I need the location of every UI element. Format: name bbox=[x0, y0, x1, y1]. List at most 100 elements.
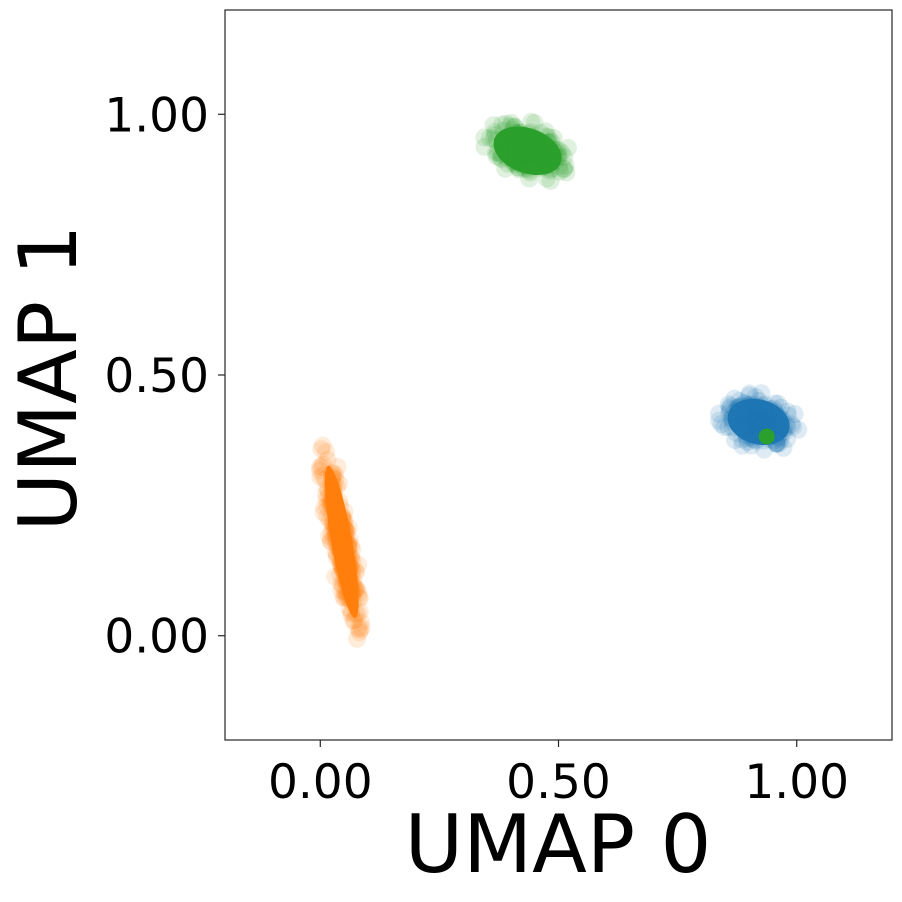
data-point bbox=[332, 529, 351, 548]
data-point bbox=[345, 579, 364, 598]
data-point bbox=[336, 521, 355, 540]
data-point bbox=[738, 429, 756, 448]
data-point bbox=[539, 148, 558, 166]
data-point bbox=[721, 397, 740, 416]
data-point bbox=[346, 605, 365, 623]
data-point bbox=[327, 548, 346, 567]
data-point bbox=[510, 160, 529, 179]
data-point bbox=[331, 555, 350, 574]
data-point bbox=[782, 415, 801, 434]
data-point bbox=[340, 599, 359, 618]
data-point bbox=[333, 538, 352, 557]
data-point bbox=[331, 525, 350, 544]
data-point bbox=[323, 514, 342, 533]
data-point bbox=[330, 539, 349, 558]
data-point bbox=[515, 138, 534, 156]
data-point bbox=[769, 408, 788, 427]
data-point bbox=[503, 131, 522, 150]
data-point bbox=[724, 404, 743, 423]
data-point bbox=[727, 424, 746, 443]
data-point bbox=[525, 137, 544, 156]
data-point bbox=[332, 581, 351, 600]
data-point bbox=[511, 147, 529, 165]
data-point bbox=[737, 426, 755, 445]
data-point bbox=[543, 139, 562, 158]
data-point bbox=[534, 133, 553, 152]
data-point bbox=[334, 588, 353, 607]
data-point bbox=[541, 160, 560, 179]
data-point bbox=[739, 414, 758, 433]
data-point bbox=[346, 579, 365, 598]
data-point bbox=[339, 518, 358, 537]
data-point bbox=[760, 400, 779, 419]
data-point bbox=[337, 571, 356, 590]
data-point bbox=[504, 137, 523, 156]
data-point bbox=[340, 531, 359, 550]
data-point bbox=[504, 126, 523, 145]
data-point bbox=[508, 136, 527, 155]
data-point bbox=[502, 113, 521, 132]
data-point bbox=[531, 152, 550, 170]
data-point bbox=[515, 133, 533, 151]
data-point bbox=[333, 537, 352, 555]
data-point bbox=[741, 422, 760, 441]
data-point bbox=[522, 132, 541, 151]
data-point bbox=[537, 148, 556, 167]
data-point bbox=[746, 414, 765, 433]
data-point bbox=[320, 527, 339, 546]
data-point bbox=[518, 147, 537, 166]
data-point bbox=[533, 153, 552, 172]
data-point bbox=[752, 415, 771, 433]
data-point bbox=[526, 141, 545, 160]
data-point bbox=[512, 145, 531, 164]
data-point bbox=[523, 135, 542, 154]
data-point bbox=[513, 155, 532, 174]
data-point bbox=[510, 150, 529, 169]
data-point bbox=[316, 484, 335, 503]
data-point bbox=[512, 152, 531, 171]
data-point bbox=[334, 560, 353, 579]
data-point bbox=[335, 549, 354, 568]
data-point bbox=[758, 412, 777, 430]
data-point bbox=[322, 493, 341, 512]
data-point bbox=[530, 156, 549, 175]
data-point bbox=[744, 426, 763, 445]
data-point bbox=[761, 412, 780, 431]
data-point bbox=[331, 554, 350, 573]
data-point bbox=[342, 603, 361, 622]
data-point bbox=[515, 152, 534, 171]
data-point bbox=[756, 413, 775, 432]
data-point bbox=[753, 413, 772, 432]
data-point bbox=[548, 147, 567, 166]
data-point bbox=[731, 396, 750, 415]
data-point bbox=[330, 550, 349, 568]
data-point bbox=[337, 579, 356, 598]
data-point bbox=[331, 515, 349, 534]
data-point bbox=[538, 149, 557, 168]
data-point bbox=[755, 406, 774, 425]
data-point bbox=[338, 557, 357, 576]
data-point bbox=[740, 384, 759, 403]
data-point bbox=[532, 153, 551, 172]
data-point bbox=[337, 584, 356, 603]
data-point bbox=[758, 404, 777, 423]
data-point bbox=[344, 611, 363, 630]
data-point bbox=[328, 517, 347, 536]
data-point bbox=[720, 399, 739, 418]
data-point bbox=[533, 140, 552, 159]
data-point bbox=[537, 144, 556, 163]
data-point bbox=[731, 405, 750, 424]
data-point bbox=[331, 565, 350, 584]
data-point bbox=[526, 131, 545, 150]
data-point bbox=[504, 147, 523, 166]
data-point bbox=[767, 409, 785, 428]
data-point bbox=[508, 128, 527, 147]
data-point bbox=[522, 142, 541, 160]
data-point bbox=[330, 492, 349, 511]
data-point bbox=[311, 458, 330, 477]
data-point bbox=[500, 146, 519, 165]
data-point bbox=[505, 117, 524, 136]
data-point bbox=[769, 414, 787, 433]
data-point bbox=[765, 402, 784, 421]
data-point bbox=[519, 142, 538, 161]
